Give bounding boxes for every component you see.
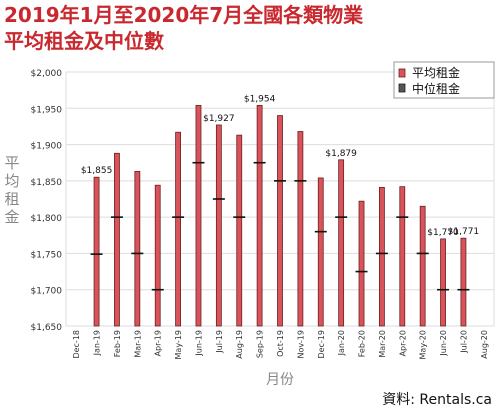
x-tick-label: Oct-19 [276, 330, 285, 357]
x-tick-label: May-19 [174, 330, 183, 359]
x-tick-label: Jul-19 [215, 330, 224, 354]
y-tick-label: $1,800 [31, 214, 63, 224]
x-tick-label: Dec-19 [317, 330, 326, 359]
bar-average-rent [114, 152, 120, 327]
x-tick-label: Jun-19 [194, 330, 203, 357]
y-tick-label: $1,750 [31, 250, 63, 260]
bar-average-rent [440, 238, 446, 327]
chart-title-line-1: 2019年1月至2020年7月全國各類物業 [4, 3, 364, 27]
bar-average-rent [297, 131, 304, 327]
bar-average-rent [419, 205, 426, 327]
bar-average-rent [195, 104, 202, 327]
x-tick-label: Sep-19 [256, 330, 265, 358]
y-tick-label: $1,700 [31, 287, 63, 297]
x-tick-label: Dec-18 [72, 330, 81, 359]
x-tick-label: Jan-20 [337, 330, 346, 356]
x-tick-label: Feb-20 [358, 330, 367, 357]
x-tick-label: Jun-20 [439, 330, 448, 357]
data-label: $1,855 [81, 166, 113, 176]
x-tick-label: Feb-19 [113, 330, 122, 357]
bar-average-rent [277, 115, 283, 327]
bar-average-rent [317, 177, 324, 327]
bar-average-rent [379, 186, 385, 327]
data-label: $1,770 [427, 228, 459, 238]
y-tick-label: $1,950 [31, 105, 63, 115]
bar-average-rent [399, 186, 406, 327]
x-tick-label: Jan-19 [93, 330, 102, 356]
legend-label-median: 中位租金 [412, 81, 460, 96]
data-label: $1,879 [325, 149, 357, 159]
data-label: $1,954 [244, 94, 276, 104]
x-tick-label: May-20 [419, 330, 428, 359]
y-tick-label: $1,900 [31, 142, 63, 152]
bar-average-rent [93, 176, 100, 327]
x-tick-label: Apr-19 [154, 330, 163, 356]
x-tick-label: Mar-20 [378, 330, 387, 358]
legend-swatch-average [398, 68, 406, 78]
legend-box [393, 61, 495, 99]
bar-average-rent [358, 200, 365, 327]
x-tick-label: Aug-19 [235, 330, 244, 359]
bar-average-rent [236, 134, 243, 327]
bar-average-rent [460, 237, 467, 327]
chart-title-line-2: 平均租金及中位數 [4, 29, 164, 53]
data-label: $1,927 [203, 114, 235, 124]
x-tick-label: Jul-20 [459, 330, 468, 354]
legend-label-average: 平均租金 [412, 65, 460, 80]
bar-average-rent [175, 131, 181, 327]
x-tick-label: Apr-20 [398, 330, 407, 356]
bar-average-rent [338, 159, 345, 327]
x-tick-label: Aug-20 [480, 330, 489, 359]
x-axis-label: 月份 [266, 372, 294, 388]
bar-average-rent [134, 171, 141, 327]
y-tick-label: $1,650 [31, 323, 63, 333]
x-tick-label: Nov-19 [296, 330, 305, 358]
bar-average-rent [154, 184, 161, 327]
y-tick-label: $2,000 [31, 69, 63, 79]
bar-average-rent [215, 124, 222, 327]
legend-swatch-median [398, 83, 406, 93]
data-label: $1,771 [448, 227, 480, 237]
y-tick-label: $1,850 [31, 178, 63, 188]
source-note: 資料: Rentals.ca [382, 392, 492, 408]
chart-title: 2019年1月至2020年7月全國各類物業 平均租金及中位數 [4, 2, 363, 54]
y-axis-label: 平均租金 [4, 154, 19, 226]
bar-average-rent [256, 104, 263, 327]
x-tick-label: Mar-19 [133, 330, 142, 358]
